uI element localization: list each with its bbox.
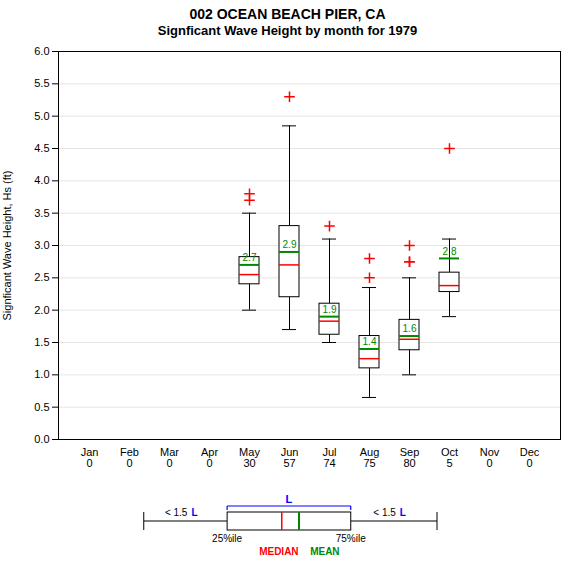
svg-text:MEDIAN: MEDIAN — [259, 546, 298, 557]
svg-text:0.0: 0.0 — [34, 433, 49, 445]
svg-text:6.0: 6.0 — [34, 45, 49, 57]
svg-text:1.4: 1.4 — [363, 336, 377, 347]
svg-text:Dec0: Dec0 — [520, 446, 540, 469]
svg-text:4.0: 4.0 — [34, 174, 49, 186]
html-text:002 OCEAN BEACH PIER, CA: 002 OCEAN BEACH PIER, CA — [189, 6, 386, 22]
svg-text:MEAN: MEAN — [310, 546, 339, 557]
svg-text:0.5: 0.5 — [34, 401, 49, 413]
svg-text:Mar0: Mar0 — [160, 446, 179, 469]
svg-text:Aug75: Aug75 — [360, 446, 380, 469]
svg-text:1.9: 1.9 — [323, 304, 337, 315]
svg-text:Jul74: Jul74 — [322, 446, 336, 469]
svg-text:Sep80: Sep80 — [400, 446, 420, 469]
svg-text:3.0: 3.0 — [34, 239, 49, 251]
svg-text:Apr0: Apr0 — [201, 446, 218, 469]
svg-text:Oct5: Oct5 — [441, 446, 458, 469]
svg-text:3.5: 3.5 — [34, 207, 49, 219]
svg-text:L: L — [191, 507, 197, 518]
svg-text:1.5: 1.5 — [34, 336, 49, 348]
svg-text:4.5: 4.5 — [34, 142, 49, 154]
svg-text:< 1.5: < 1.5 — [373, 507, 396, 518]
svg-text:Nov0: Nov0 — [480, 446, 500, 469]
svg-text:75%ile: 75%ile — [336, 533, 366, 544]
svg-text:< 1.5: < 1.5 — [165, 507, 188, 518]
svg-text:L: L — [286, 493, 293, 505]
svg-text:L: L — [400, 507, 406, 518]
svg-text:2.9: 2.9 — [283, 239, 297, 250]
svg-text:Feb0: Feb0 — [120, 446, 139, 469]
svg-text:Jan0: Jan0 — [81, 446, 99, 469]
svg-text:2.0: 2.0 — [34, 304, 49, 316]
html-text:Signficant Wave Height by mont: Signficant Wave Height by month for 1979 — [157, 23, 418, 38]
svg-text:May30: May30 — [239, 446, 260, 469]
svg-text:Signficant Wave Height, Hs (ft: Signficant Wave Height, Hs (ft) — [1, 171, 13, 321]
svg-text:2.8: 2.8 — [443, 246, 457, 257]
svg-text:2.5: 2.5 — [34, 271, 49, 283]
svg-text:1.0: 1.0 — [34, 368, 49, 380]
svg-text:2.7: 2.7 — [243, 252, 257, 263]
svg-text:5.5: 5.5 — [34, 77, 49, 89]
svg-text:Jun57: Jun57 — [281, 446, 299, 469]
svg-text:1.6: 1.6 — [403, 323, 417, 334]
svg-text:5.0: 5.0 — [34, 110, 49, 122]
svg-text:25%ile: 25%ile — [212, 533, 242, 544]
